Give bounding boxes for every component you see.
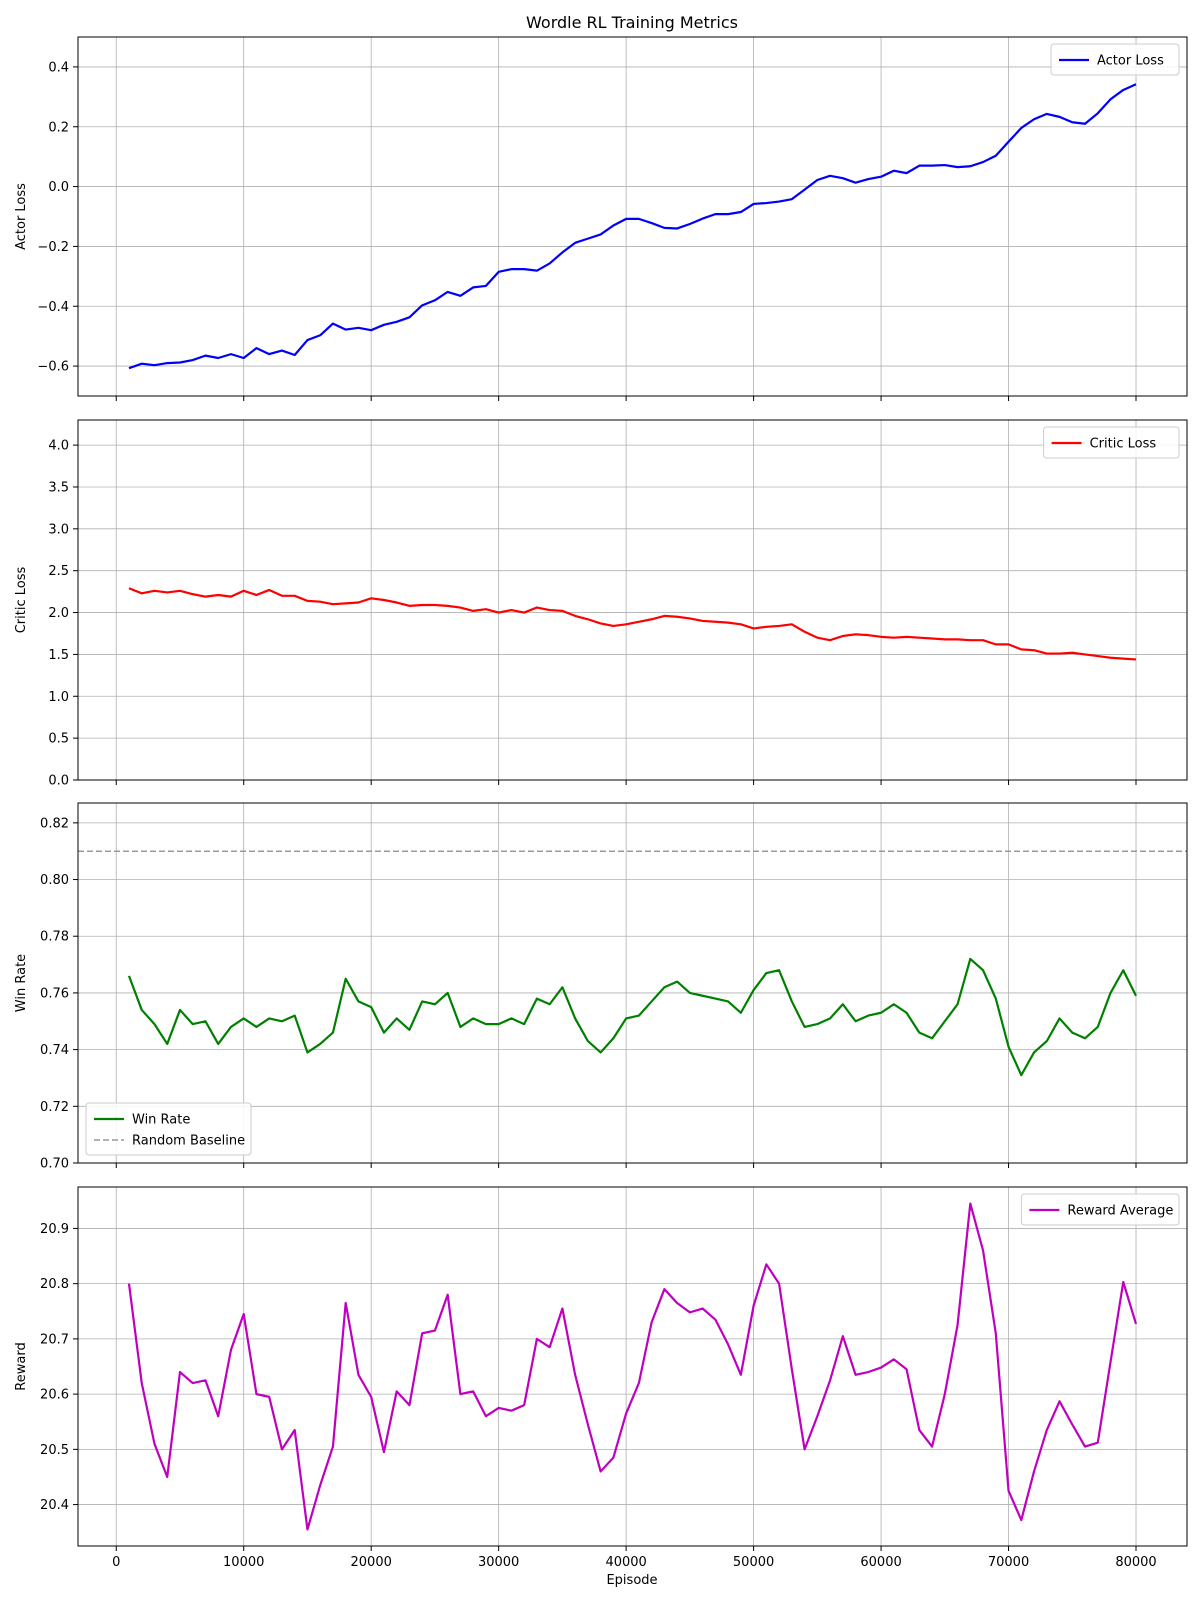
reward-average-line	[127, 1202, 1138, 1531]
y-axis-label: Actor Loss	[14, 183, 29, 250]
critic-loss-line	[128, 587, 1137, 661]
y-tick-label: 2.0	[48, 606, 69, 621]
x-tick-label: 30000	[478, 1555, 519, 1570]
legend-box	[1020, 1193, 1180, 1226]
y-axis-label: Reward	[14, 1342, 29, 1390]
y-tick-label: 20.6	[40, 1388, 69, 1403]
y-tick-label: 0.76	[40, 986, 69, 1001]
y-tick-label: 0.74	[40, 1043, 69, 1058]
y-axis-label: Win Rate	[14, 954, 29, 1012]
y-tick-label: 0.80	[40, 873, 69, 888]
y-tick-label: 0.78	[40, 930, 69, 945]
y-tick-label: 3.5	[48, 480, 69, 495]
y-tick-label: 0.70	[40, 1157, 69, 1172]
figure-title: Wordle RL Training Metrics	[526, 13, 738, 32]
y-tick-label: 4.0	[48, 439, 69, 454]
x-tick-label: 80000	[1115, 1555, 1156, 1570]
x-tick-label: 40000	[605, 1555, 646, 1570]
reward-panel: 20.4 20.5 20.6 20.7 20.8 20.9 0 10000 20000 30000…	[14, 1186, 1188, 1570]
y-tick-label: 0.72	[40, 1100, 69, 1115]
legend-box	[1043, 426, 1180, 459]
y-tick-label: 0.0	[48, 180, 69, 195]
x-tick-label: 70000	[988, 1555, 1029, 1570]
x-tick-label: 20000	[351, 1555, 392, 1570]
x-axis-label: Episode	[606, 1573, 657, 1588]
x-tick-label: 50000	[733, 1555, 774, 1570]
y-tick-label: 0.4	[48, 60, 69, 75]
legend: Reward Average	[1020, 1193, 1180, 1226]
y-tick-label: 2.5	[48, 564, 69, 579]
plot-frame	[77, 1186, 1188, 1547]
y-tick-label: 0.2	[48, 120, 69, 135]
legend-box	[85, 1102, 252, 1156]
y-tick-label: 0.5	[48, 732, 69, 747]
y-tick-label: 20.9	[40, 1222, 69, 1237]
y-tick-label: 20.5	[40, 1443, 69, 1458]
legend-label: Reward Average	[1067, 1204, 1173, 1219]
y-axis-label: Critic Loss	[14, 567, 29, 634]
legend-label: Actor Loss	[1097, 54, 1164, 69]
plot-frame	[77, 802, 1188, 1164]
actor-loss-line	[128, 83, 1137, 370]
plot-frame	[77, 36, 1188, 397]
y-tick-label: −0.6	[37, 360, 69, 375]
y-tick-label: −0.2	[37, 240, 69, 255]
y-tick-label: 0.82	[40, 816, 69, 831]
y-tick-label: 20.4	[40, 1498, 69, 1513]
y-tick-label: 1.0	[48, 690, 69, 705]
legend: Actor Loss	[1050, 43, 1180, 76]
legend: Win Rate Random Baseline	[85, 1102, 252, 1156]
y-tick-label: 3.0	[48, 522, 69, 537]
y-tick-label: 20.7	[40, 1332, 69, 1347]
x-tick-label: 60000	[860, 1555, 901, 1570]
plot-frame	[77, 419, 1188, 781]
y-tick-label: 1.5	[48, 648, 69, 663]
legend-label: Critic Loss	[1090, 437, 1157, 452]
x-tick-label: 10000	[223, 1555, 264, 1570]
y-tick-label: −0.4	[37, 300, 69, 315]
y-tick-label: 20.8	[40, 1277, 69, 1292]
critic-loss-panel: 0.0 0.5 1.0 1.5 2.0 2.5 3.0 3.5 4.0 Critic Loss Cr…	[14, 419, 1188, 789]
legend-label: Win Rate	[132, 1113, 190, 1128]
legend: Critic Loss	[1043, 426, 1180, 459]
x-tick-label: 0	[112, 1555, 120, 1570]
win-rate-line	[127, 957, 1137, 1077]
legend-box	[1050, 43, 1180, 76]
actor-loss-panel: −0.6 −0.4 −0.2 0.0 0.2 0.4 Actor Loss Actor Los…	[14, 36, 1188, 401]
legend-label: Random Baseline	[132, 1134, 245, 1149]
y-tick-label: 0.0	[48, 774, 69, 789]
